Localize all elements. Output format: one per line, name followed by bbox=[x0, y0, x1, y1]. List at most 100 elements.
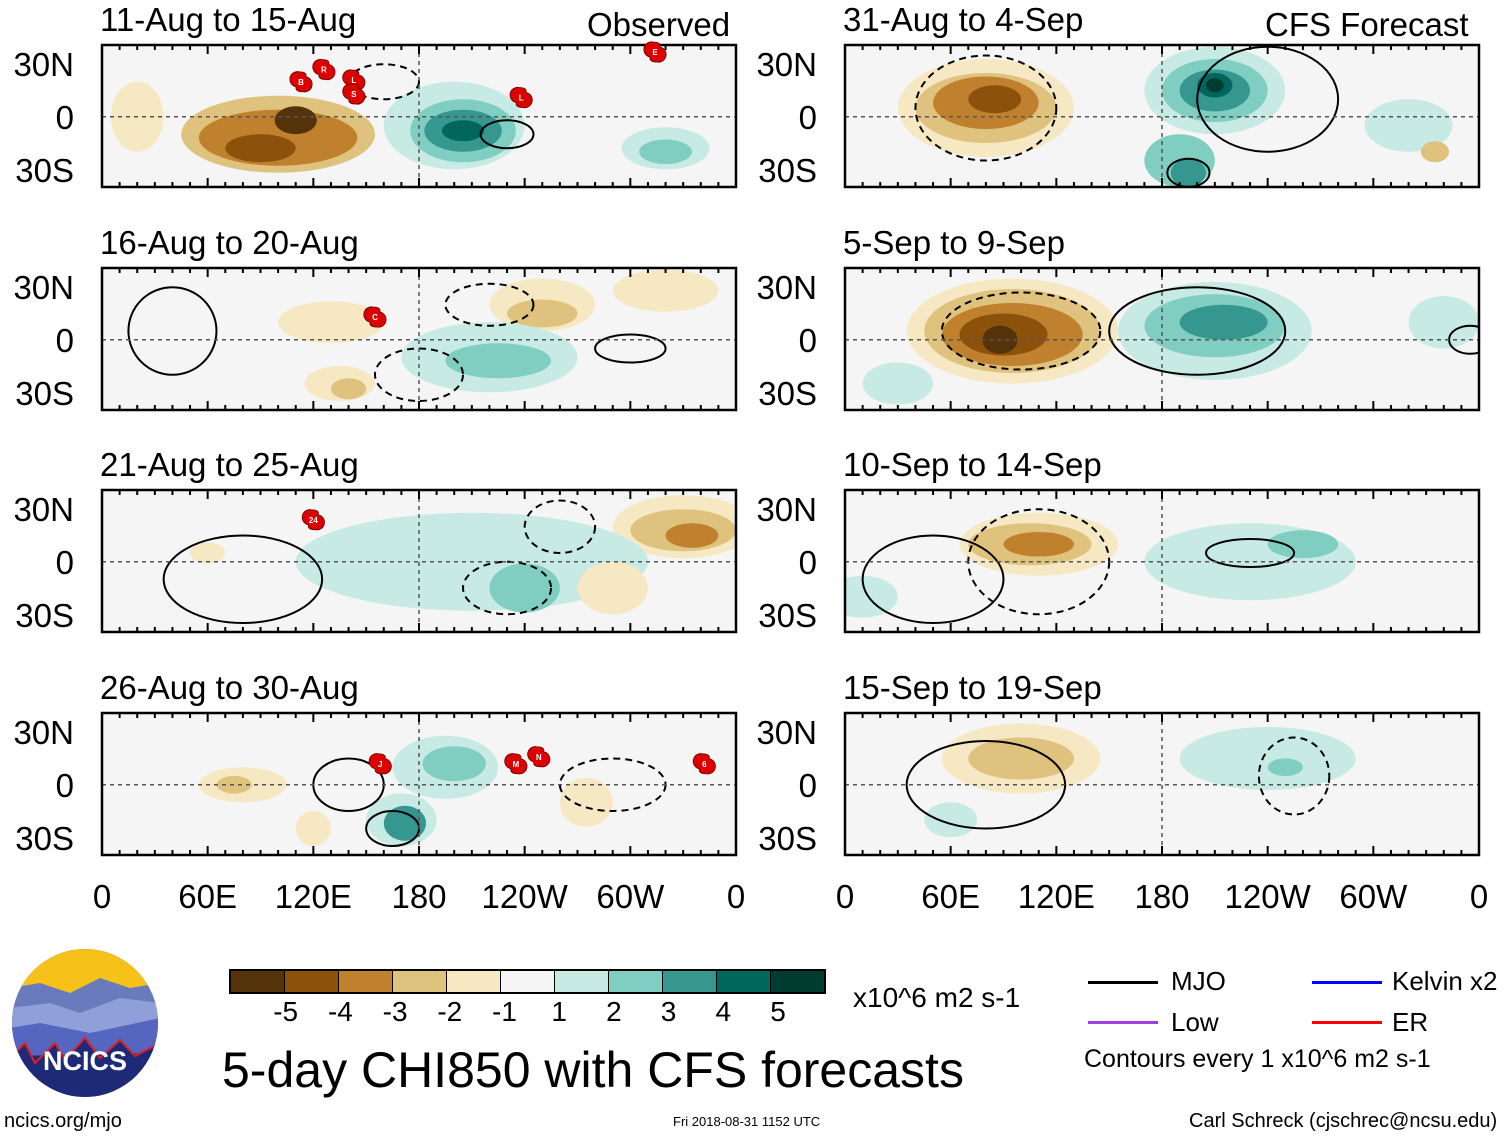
storm-label: S bbox=[351, 90, 357, 99]
anomaly-region bbox=[968, 85, 1022, 114]
lat-tick-label: 30S bbox=[758, 152, 817, 189]
lat-tick-label: 30N bbox=[756, 269, 817, 306]
anomaly-region bbox=[1267, 758, 1303, 776]
anomaly-region bbox=[1206, 78, 1224, 93]
panel-title: 11-Aug to 15-Aug bbox=[100, 1, 357, 38]
anomaly-region bbox=[862, 362, 934, 405]
tropical-cyclone-icon: R bbox=[312, 58, 336, 81]
lat-tick-label: 30N bbox=[13, 714, 74, 751]
lat-tick-label: 30S bbox=[758, 820, 817, 857]
lon-tick-label: 0 bbox=[726, 878, 746, 915]
lat-tick-label: 30S bbox=[758, 597, 817, 634]
anomaly-region bbox=[665, 523, 719, 548]
anomaly-region bbox=[507, 299, 578, 328]
footer-author: Carl Schreck (cjschrec@ncsu.edu) bbox=[1189, 1110, 1498, 1132]
mjo-contour bbox=[594, 333, 667, 364]
legend-er: ER bbox=[1392, 1007, 1429, 1037]
lat-tick-label: 30N bbox=[13, 269, 74, 306]
colorbar-swatch bbox=[285, 971, 339, 992]
anomaly-region bbox=[924, 802, 978, 838]
anomaly-region bbox=[274, 106, 317, 135]
colorbar-swatch bbox=[609, 971, 663, 992]
colorbar-units: x10^6 m2 s-1 bbox=[853, 982, 1021, 1013]
contours-note: Contours every 1 x10^6 m2 s-1 bbox=[1084, 1045, 1431, 1073]
main-title: 5-day CHI850 with CFS forecasts bbox=[222, 1042, 964, 1098]
colorbar-label: -1 bbox=[492, 996, 517, 1027]
tropical-cyclone-icon: J bbox=[368, 753, 392, 775]
anomaly-region bbox=[639, 139, 692, 164]
chi850-map-forecast bbox=[843, 43, 1481, 189]
lat-tick-label: 30S bbox=[15, 152, 74, 189]
footer-timestamp: Fri 2018-08-31 1152 UTC bbox=[673, 1114, 821, 1129]
colorbar-swatch bbox=[663, 971, 717, 992]
anomaly-region bbox=[1179, 304, 1268, 340]
storm-label: J bbox=[378, 760, 382, 769]
colorbar-swatch bbox=[231, 971, 285, 992]
colorbar-swatch bbox=[393, 971, 447, 992]
lat-tick-label: 0 bbox=[798, 544, 817, 581]
mjo-contour bbox=[444, 282, 535, 327]
lon-tick-label: 120W bbox=[481, 878, 568, 915]
storm-label: L bbox=[351, 76, 356, 85]
logo-text: NCICS bbox=[43, 1046, 127, 1076]
lat-tick-label: 30N bbox=[756, 714, 817, 751]
lon-tick-label: 60E bbox=[178, 878, 238, 915]
anomaly-region bbox=[968, 737, 1074, 780]
forecast-label: CFS Forecast bbox=[1265, 6, 1469, 43]
colorbar-label: 2 bbox=[606, 996, 622, 1027]
lon-tick-label: 60E bbox=[921, 878, 981, 915]
mjo-contour bbox=[523, 499, 597, 554]
mjo-contour bbox=[127, 286, 218, 376]
colorbar-swatch bbox=[771, 971, 824, 992]
lat-tick-label: 0 bbox=[798, 99, 817, 136]
tropical-cyclone-icon: E bbox=[643, 41, 667, 63]
legend-kelvin: Kelvin x2 bbox=[1392, 966, 1498, 996]
anomaly-region bbox=[559, 777, 613, 827]
panel-title: 10-Sep to 14-Sep bbox=[843, 446, 1102, 483]
colorbar-swatch bbox=[501, 971, 555, 992]
legend-low: Low bbox=[1171, 1007, 1219, 1037]
colorbar-swatch bbox=[447, 971, 501, 992]
tropical-cyclone-icon: 6 bbox=[692, 753, 716, 775]
lon-tick-label: 0 bbox=[1469, 878, 1489, 915]
chi850-map-forecast bbox=[843, 488, 1481, 634]
mjo-contour bbox=[914, 54, 1058, 162]
footer-url[interactable]: ncics.org/mjo bbox=[4, 1110, 122, 1132]
storm-label: N bbox=[536, 753, 542, 762]
anomaly-region bbox=[1170, 158, 1207, 187]
legend-mjo-line bbox=[1088, 981, 1158, 984]
colorbar-swatch bbox=[555, 971, 609, 992]
anomaly-region bbox=[1003, 532, 1074, 557]
lat-tick-label: 30S bbox=[15, 375, 74, 412]
anomaly-region bbox=[612, 269, 719, 312]
chi850-map-forecast bbox=[843, 711, 1481, 857]
chi850-map-observed: J M N 6 bbox=[100, 711, 738, 857]
chi850-map-observed: 24 bbox=[100, 488, 738, 634]
tropical-cyclone-icon: B bbox=[289, 71, 313, 93]
anomaly-region bbox=[225, 134, 296, 163]
storm-label: M bbox=[513, 760, 520, 769]
panel-title: 31-Aug to 4-Sep bbox=[843, 1, 1084, 38]
chi850-map-forecast bbox=[843, 266, 1481, 412]
lon-tick-label: 180 bbox=[391, 878, 447, 915]
lat-tick-label: 0 bbox=[55, 767, 74, 804]
mjo-contour bbox=[1205, 538, 1296, 568]
legend-mjo: MJO bbox=[1171, 966, 1226, 996]
storm-label: L bbox=[519, 94, 524, 103]
lat-tick-label: 30S bbox=[15, 597, 74, 634]
lon-tick-label: 120W bbox=[1224, 878, 1311, 915]
colorbar-label: 5 bbox=[770, 996, 786, 1027]
colorbar-swatch bbox=[717, 971, 771, 992]
lon-tick-label: 0 bbox=[92, 878, 112, 915]
tropical-cyclone-icon: M bbox=[504, 753, 528, 775]
legend-er-line bbox=[1312, 1021, 1382, 1024]
panel-title: 5-Sep to 9-Sep bbox=[843, 224, 1065, 261]
anomaly-region bbox=[422, 746, 486, 782]
anomaly-region bbox=[1420, 141, 1450, 163]
storm-label: B bbox=[298, 78, 304, 87]
anomaly-region bbox=[1267, 530, 1339, 559]
tropical-cyclone-icon: 24 bbox=[301, 509, 325, 531]
lat-tick-label: 30N bbox=[13, 491, 74, 528]
lon-tick-label: 60W bbox=[596, 878, 665, 915]
anomaly-region bbox=[190, 542, 226, 564]
